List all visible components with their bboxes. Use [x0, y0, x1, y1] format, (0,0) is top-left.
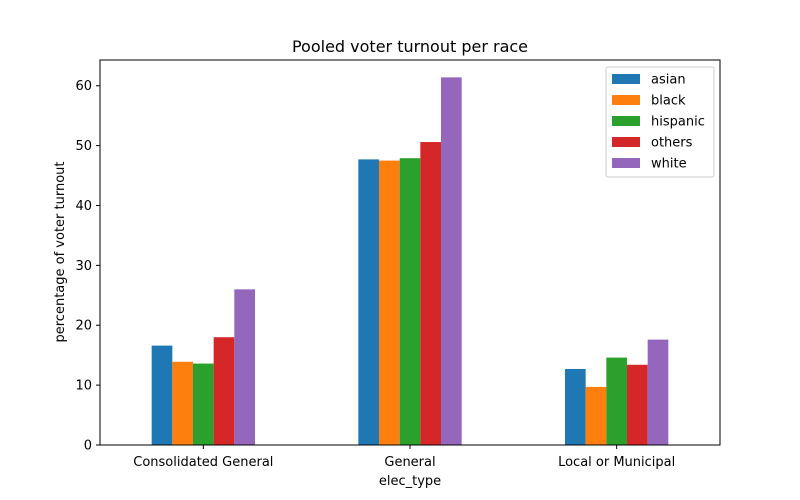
legend-box: [605, 66, 715, 178]
legend-swatch-black: [612, 95, 640, 105]
bar-white-0: [234, 289, 256, 445]
y-axis: 0 10 20 30 40 50 60: [75, 79, 100, 454]
x-tick-label: General: [384, 455, 435, 470]
x-axis: Consolidated General General Local or Muni…: [133, 445, 675, 470]
legend-swatch-others: [612, 137, 640, 147]
bar-black-0: [172, 361, 193, 445]
x-tick-label: Consolidated General: [133, 455, 273, 470]
bar-hispanic-0: [193, 363, 214, 445]
legend-label-black: black: [651, 94, 686, 109]
bar-asian-1: [358, 159, 379, 445]
bar-black-2: [585, 386, 607, 445]
legend-label-white: white: [651, 157, 687, 172]
chart-title: Pooled voter turnout per race: [292, 37, 528, 56]
y-tick-label: 10: [75, 379, 92, 394]
x-tick-label: Local or Municipal: [558, 455, 675, 470]
bar-black-1: [379, 160, 400, 445]
legend-label-asian: asian: [651, 73, 686, 88]
bar-others-1: [420, 142, 442, 445]
y-tick-label: 0: [84, 439, 92, 454]
bar-hispanic-1: [399, 158, 421, 445]
bar-asian-2: [564, 368, 586, 445]
legend: asian black hispanic others white: [605, 66, 715, 178]
y-tick-label: 20: [75, 319, 92, 334]
bar-white-2: [647, 339, 669, 445]
legend-swatch-asian: [612, 74, 640, 84]
bar-others-2: [627, 364, 648, 445]
bar-others-0: [213, 337, 235, 445]
y-tick-label: 30: [75, 259, 92, 274]
y-tick-label: 50: [75, 139, 92, 154]
legend-swatch-white: [612, 158, 640, 168]
y-tick-label: 60: [75, 79, 92, 94]
y-axis-label: percentage of voter turnout: [53, 161, 68, 342]
bar-asian-0: [151, 345, 173, 445]
bars-layer: [151, 77, 669, 446]
legend-label-others: others: [651, 136, 693, 151]
legend-swatch-hispanic: [612, 116, 640, 126]
x-axis-label: elec_type: [379, 474, 441, 489]
bar-white-1: [441, 77, 462, 446]
y-tick-label: 40: [75, 199, 92, 214]
bar-hispanic-2: [606, 357, 627, 445]
legend-label-hispanic: hispanic: [651, 115, 705, 130]
